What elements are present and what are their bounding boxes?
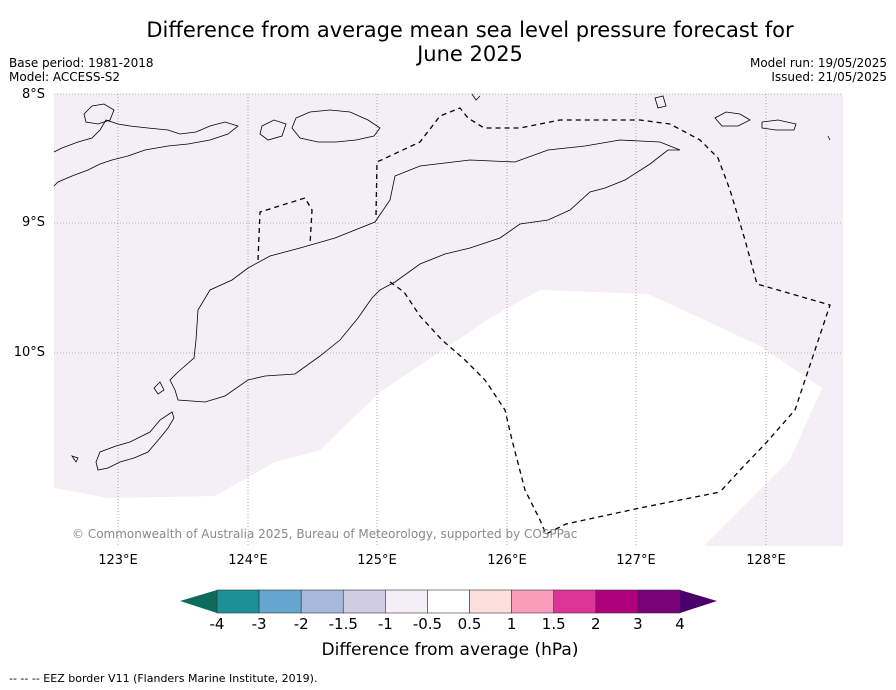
eez-border xyxy=(257,107,831,535)
colorbar-block xyxy=(258,589,302,614)
colorbar-label: Difference from average (hPa) xyxy=(321,640,579,660)
map-title: Difference from average mean sea level p… xyxy=(120,18,820,66)
colorbar-block xyxy=(637,589,681,614)
colorbar-block xyxy=(300,589,344,614)
colorbar-tick-label: -2 xyxy=(293,615,309,633)
issued-date: Issued: 21/05/2025 xyxy=(771,70,887,84)
small-island-east xyxy=(827,135,831,141)
title-line-2: June 2025 xyxy=(417,42,523,66)
lon-label-127e: 127°E xyxy=(616,553,656,568)
colorbar-tick-label: -0.5 xyxy=(412,615,443,633)
colorbar-tick-label: 2 xyxy=(591,615,601,633)
small-island-west xyxy=(71,455,79,463)
colorbar-block xyxy=(385,589,428,614)
base-info: Base period: 1981-2018 Model: ACCESS-S2 xyxy=(9,56,154,84)
atauro-island-outline xyxy=(259,119,287,141)
small-island-north xyxy=(471,93,481,101)
alor-island-outline xyxy=(53,119,239,187)
colorbar-tick-label: -3 xyxy=(251,615,267,633)
colorbar-tick-label: -1.5 xyxy=(328,615,358,633)
model-run-date: Model run: 19/05/2025 xyxy=(749,56,887,70)
colorbar-block xyxy=(511,589,555,614)
colorbar-tick-label: -1 xyxy=(377,615,393,633)
semau-island-outline xyxy=(153,381,165,395)
lat-label-10s: 10°S xyxy=(13,345,45,360)
run-info: Model run: 19/05/2025 Issued: 21/05/2025 xyxy=(750,56,887,84)
lat-label-8s: 8°S xyxy=(21,87,45,102)
leti-island-outline xyxy=(714,111,751,127)
rote-island-outline xyxy=(95,411,175,471)
colorbar-extend-high xyxy=(680,590,717,613)
colorbar-block xyxy=(595,589,639,614)
pantar-island-outline xyxy=(83,103,115,125)
eez-border-timor-leste xyxy=(257,197,313,261)
colorbar-tick-label: 0.5 xyxy=(457,615,482,633)
colorbar-blocks xyxy=(216,589,681,614)
title-line-1: Difference from average mean sea level p… xyxy=(146,18,794,42)
colorbar-tick-label: -4 xyxy=(209,615,225,633)
colorbar-tick-label: 3 xyxy=(633,615,643,633)
colorbar-tick-label: 1.5 xyxy=(541,615,566,633)
colorbar-extend-low xyxy=(180,590,217,613)
lon-label-128e: 128°E xyxy=(746,553,786,568)
eez-footnote: -- -- -- EEZ border V11 (Flanders Marine… xyxy=(9,672,318,685)
colorbar-block xyxy=(427,589,470,614)
wetar-island-outline xyxy=(291,109,381,143)
lon-label-123e: 123°E xyxy=(98,553,138,568)
timor-island-outline xyxy=(169,139,681,403)
lat-label-9s: 9°S xyxy=(21,215,45,230)
lon-label-126e: 126°E xyxy=(487,553,527,568)
graticule xyxy=(54,93,843,546)
base-period: Base period: 1981-2018 xyxy=(9,56,154,70)
eez-border-main xyxy=(375,107,831,493)
colorbar-tick-label: 1 xyxy=(506,615,517,633)
copyright-notice: © Commonwealth of Australia 2025, Bureau… xyxy=(72,527,578,541)
colorbar-block xyxy=(342,589,386,614)
lon-label-125e: 125°E xyxy=(357,553,397,568)
pressure-anomaly-region xyxy=(54,94,843,546)
colorbar-block xyxy=(216,589,260,614)
kisar-island-outline xyxy=(654,95,667,109)
moa-island-outline xyxy=(761,119,797,131)
coastlines xyxy=(53,93,831,471)
lon-label-124e: 124°E xyxy=(228,553,268,568)
colorbar-block xyxy=(469,589,512,614)
colorbar-block xyxy=(553,589,597,614)
model-name: Model: ACCESS-S2 xyxy=(9,70,121,84)
colorbar-tick-label: 4 xyxy=(675,615,685,633)
